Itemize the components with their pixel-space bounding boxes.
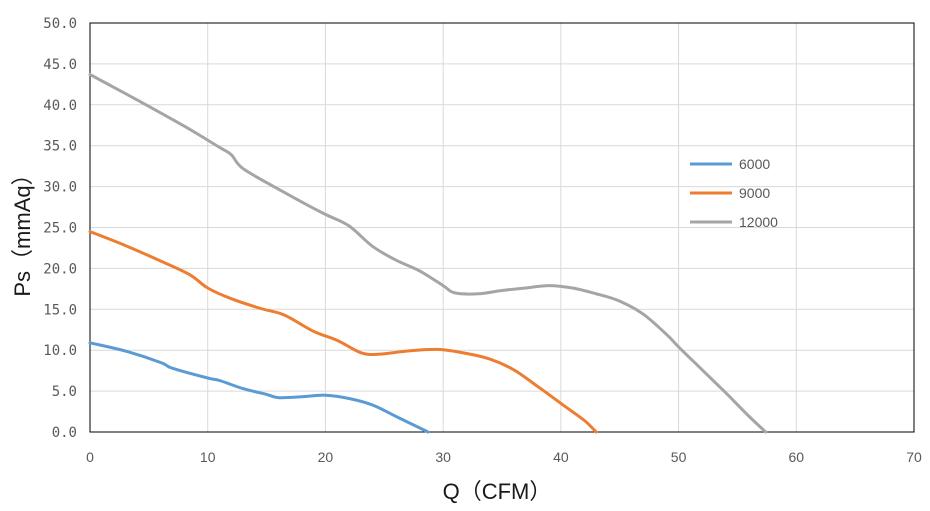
y-tick-label: 5.0 (52, 384, 77, 400)
plot-area-border (89, 22, 915, 433)
x-tick-label: 30 (435, 449, 451, 465)
y-tick-label: 15.0 (43, 302, 77, 318)
y-tick-label: 25.0 (43, 221, 77, 237)
y-tick-label: 10.0 (43, 343, 77, 359)
y-tick-label: 0.0 (52, 425, 77, 441)
series-lines (88, 73, 768, 434)
legend-label-12000: 12000 (739, 214, 778, 230)
legend-label-9000: 9000 (739, 185, 770, 201)
y-axis-ticks: 0.0 5.0 10.0 15.0 20.0 25.0 30.0 35.0 40.0 45.0 50… (43, 16, 77, 441)
x-axis-title: Q（CFM） (443, 479, 552, 504)
x-tick-label: 50 (671, 449, 687, 465)
y-tick-label: 40.0 (43, 98, 77, 114)
y-tick-label: 35.0 (43, 139, 77, 155)
x-tick-label: 10 (200, 449, 216, 465)
x-axis-ticks: 0 10 20 30 40 50 60 70 (86, 449, 922, 465)
x-tick-label: 0 (86, 449, 94, 465)
series-line-9000 (88, 230, 598, 434)
y-tick-label: 50.0 (43, 16, 77, 32)
y-tick-label: 20.0 (43, 261, 77, 277)
legend-label-6000: 6000 (739, 156, 770, 172)
x-tick-label: 70 (906, 449, 922, 465)
y-axis-title: Ps（mmAq） (10, 163, 35, 296)
x-tick-label: 20 (318, 449, 334, 465)
y-tick-label: 30.0 (43, 180, 77, 196)
y-tick-label: 45.0 (43, 57, 77, 73)
x-tick-label: 60 (788, 449, 804, 465)
series-line-6000 (88, 341, 430, 434)
series-line-12000 (88, 73, 768, 434)
x-tick-label: 40 (553, 449, 569, 465)
legend: 6000 9000 12000 (690, 156, 778, 230)
